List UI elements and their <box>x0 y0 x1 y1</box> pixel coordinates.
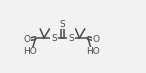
Text: S: S <box>51 34 57 42</box>
Text: HO: HO <box>86 47 100 56</box>
Text: S: S <box>68 34 74 42</box>
Text: HO: HO <box>23 47 37 56</box>
Text: S: S <box>60 20 65 29</box>
Text: O: O <box>24 35 31 44</box>
Text: O: O <box>93 35 100 44</box>
